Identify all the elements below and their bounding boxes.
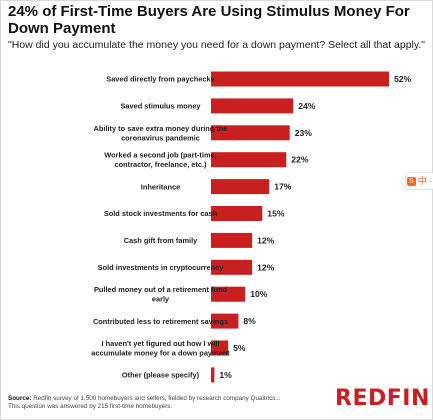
bar-value-label: 52%: [394, 74, 412, 84]
bar: [211, 98, 294, 114]
chart-subtitle: "How did you accumulate the money you ne…: [8, 39, 426, 51]
category-label: Pulled money out of a retirement fund ear…: [94, 285, 228, 304]
category-label: Worked a second job (part-time, contracto…: [104, 151, 216, 170]
ime-toolbar-text: 中 ·: [417, 176, 433, 186]
bar-value-label: 15%: [267, 209, 285, 219]
bar: [211, 340, 229, 356]
bar: [211, 71, 389, 87]
bar: [211, 259, 253, 275]
bar: [211, 125, 290, 141]
chart-footer: Source: Redfin survey of 1,500 homebuyer…: [8, 395, 338, 411]
category-label: Other (please specify): [122, 371, 200, 380]
bar: [211, 286, 246, 302]
bar-value-label: 5%: [233, 343, 246, 353]
footer-note: This question was answered by 215 first-…: [8, 403, 173, 410]
category-label: Cash gift from family: [124, 236, 198, 245]
bar: [211, 313, 239, 329]
bar-value-label: 22%: [291, 155, 309, 165]
bar-value-label: 8%: [243, 316, 256, 326]
bar-value-label: 17%: [274, 182, 292, 192]
ime-logo-icon: S: [406, 177, 416, 187]
bar-value-label: 12%: [257, 235, 275, 245]
category-label: I haven't yet figured out how I will accu…: [91, 339, 230, 358]
bar: [211, 367, 215, 383]
bar-value-label: 24%: [298, 101, 316, 111]
bar: [211, 206, 263, 221]
category-label: Sold investments in cryptocurrency: [98, 263, 225, 272]
category-label: Saved directly from paychecks: [106, 75, 214, 84]
bar: [211, 152, 287, 168]
chart-title: 24% of First-Time Buyers Are Using Stimu…: [8, 3, 410, 37]
bar-value-label: 1%: [219, 370, 232, 380]
category-label: Saved stimulus money: [120, 102, 201, 111]
source-label: Source:: [8, 395, 32, 402]
redfin-logo: REDFIN: [335, 386, 430, 411]
bar-value-label: 12%: [257, 262, 275, 272]
category-label: Inheritance: [141, 182, 180, 191]
category-label: Ability to save extra money during the co…: [94, 124, 228, 143]
category-label: Contributed less to retirement savings: [93, 317, 228, 326]
bar-value-label: 23%: [295, 128, 313, 138]
bar: [211, 232, 253, 248]
category-label: Sold stock investments for cash: [104, 209, 218, 218]
bar: [211, 179, 270, 195]
source-text: Redfin survey of 1,500 homebuyers and se…: [33, 395, 281, 402]
bar-value-label: 10%: [250, 289, 268, 299]
